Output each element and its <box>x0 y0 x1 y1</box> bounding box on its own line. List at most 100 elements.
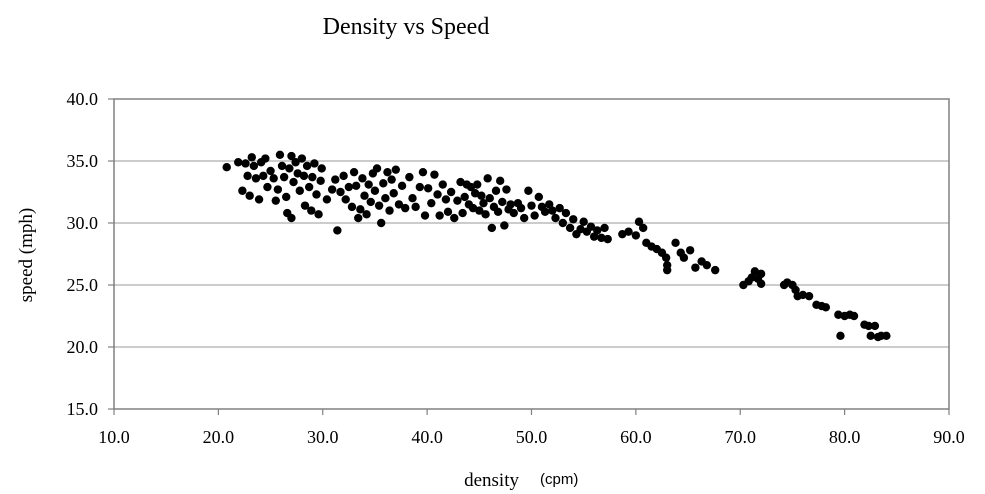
data-point <box>747 273 756 282</box>
data-point <box>317 164 326 173</box>
data-point <box>438 180 447 189</box>
data-point <box>548 206 557 215</box>
data-point <box>347 202 357 212</box>
data-point <box>297 154 307 163</box>
data-point <box>634 217 644 226</box>
data-point <box>362 210 371 219</box>
data-point <box>483 174 492 183</box>
data-point <box>351 181 361 190</box>
data-point <box>821 303 831 312</box>
data-point <box>691 263 700 272</box>
data-point <box>379 179 388 188</box>
data-point <box>864 321 873 331</box>
data-point <box>545 200 554 209</box>
y-tick-label: 40.0 <box>67 89 99 109</box>
data-point <box>597 233 606 243</box>
data-point <box>269 174 278 183</box>
data-point <box>356 205 365 214</box>
data-point <box>427 198 436 208</box>
data-point <box>275 150 285 159</box>
data-point <box>711 265 720 275</box>
data-point <box>341 195 350 204</box>
data-point <box>555 203 564 213</box>
data-point <box>377 218 386 228</box>
data-point <box>473 180 482 189</box>
y-tick-label: 35.0 <box>67 151 99 171</box>
data-point <box>631 231 641 240</box>
data-point <box>261 154 270 163</box>
data-point <box>524 186 533 195</box>
data-point <box>273 185 283 194</box>
data-point <box>671 238 680 248</box>
data-point <box>446 187 456 197</box>
y-tick-label: 30.0 <box>67 213 99 233</box>
data-point <box>291 158 300 167</box>
data-point <box>603 234 612 244</box>
data-point <box>408 194 417 203</box>
data-point <box>287 213 296 223</box>
data-point <box>271 196 280 205</box>
data-point <box>381 194 390 203</box>
data-point <box>509 208 518 218</box>
data-point <box>804 291 814 301</box>
x-tick-label: 20.0 <box>203 427 235 447</box>
data-point <box>460 192 469 202</box>
data-point <box>624 227 633 236</box>
data-point <box>519 213 529 223</box>
data-point <box>443 207 453 217</box>
data-point <box>561 208 571 218</box>
x-tick-label: 90.0 <box>933 427 965 447</box>
data-point <box>662 265 672 275</box>
chart-title: Density vs Speed <box>323 14 490 40</box>
data-point <box>500 221 509 230</box>
data-point <box>441 195 451 204</box>
data-point <box>300 201 310 210</box>
data-point <box>247 153 256 162</box>
data-point <box>834 310 843 319</box>
y-axis-ticks: 15.0 20.0 25.0 30.0 35.0 40.0 <box>67 89 114 419</box>
data-point <box>333 226 342 235</box>
data-point <box>349 167 359 177</box>
data-point <box>600 223 609 233</box>
data-point <box>475 206 484 215</box>
data-point <box>222 163 231 172</box>
x-tick-label: 80.0 <box>829 427 861 447</box>
data-point <box>798 290 808 300</box>
data-point <box>415 182 425 192</box>
data-point <box>312 190 321 199</box>
data-point <box>316 176 325 186</box>
x-tick-label: 70.0 <box>725 427 757 447</box>
data-point <box>336 187 345 197</box>
data-point <box>238 186 247 195</box>
data-point <box>433 190 442 199</box>
data-point <box>339 171 348 181</box>
data-point <box>882 331 891 341</box>
data-point <box>450 213 459 223</box>
data-point <box>254 195 264 204</box>
data-point <box>372 164 382 173</box>
data-point <box>366 197 375 207</box>
plot-area <box>113 98 950 410</box>
data-point <box>289 177 298 187</box>
data-point <box>387 175 396 184</box>
data-point <box>327 185 337 194</box>
data-point <box>849 311 859 321</box>
data-point <box>308 172 317 182</box>
data-point <box>638 223 648 233</box>
data-point <box>558 218 568 228</box>
data-point <box>498 197 507 207</box>
data-point <box>423 184 433 193</box>
data-point <box>540 207 550 217</box>
data-point <box>263 182 272 192</box>
data-point <box>870 321 880 331</box>
data-point <box>411 202 420 212</box>
data-point <box>435 211 444 220</box>
data-point <box>374 201 384 210</box>
data-point <box>405 172 414 182</box>
data-point <box>702 260 712 270</box>
data-point <box>565 223 575 233</box>
data-point <box>534 192 544 202</box>
data-point <box>354 213 363 223</box>
data-point <box>485 194 494 203</box>
data-point <box>866 331 875 341</box>
